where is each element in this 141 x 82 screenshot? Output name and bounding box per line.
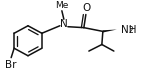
Polygon shape [103,30,117,33]
Text: Br: Br [5,60,17,70]
Text: 2: 2 [128,26,133,35]
Text: NH: NH [121,25,136,35]
Text: N: N [60,19,68,29]
Text: O: O [83,3,91,13]
Text: Me: Me [55,1,69,10]
